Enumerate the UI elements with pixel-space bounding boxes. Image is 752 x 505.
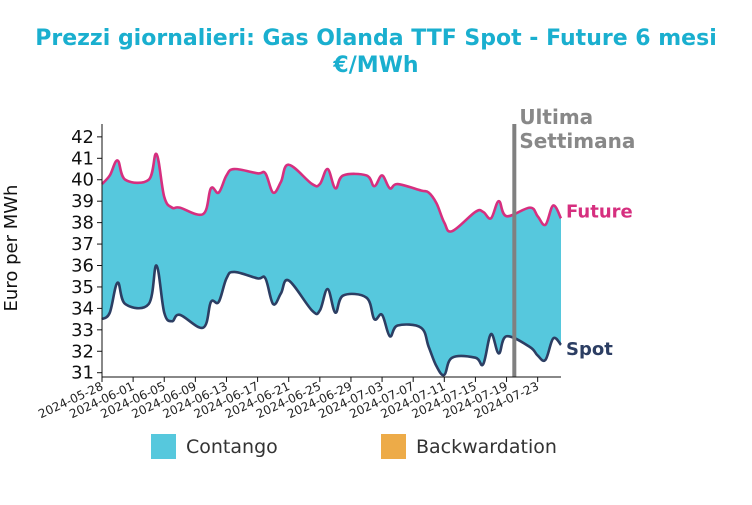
chart-title: Prezzi giornalieri: Gas Olanda TTF Spot … xyxy=(35,26,717,51)
chart-subtitle: €/MWh xyxy=(333,53,419,78)
legend-swatch xyxy=(381,434,406,459)
y-tick-label: 36 xyxy=(71,256,94,277)
spot-end-label: Spot xyxy=(566,339,613,360)
contango-area xyxy=(102,153,561,376)
legend-label: Contango xyxy=(186,436,278,458)
y-tick-label: 39 xyxy=(71,191,94,212)
y-tick-label: 37 xyxy=(71,234,94,255)
future-line xyxy=(101,152,563,233)
y-axis-label: Euro per MWh xyxy=(1,185,22,312)
y-tick-label: 38 xyxy=(71,213,94,234)
spot-line xyxy=(101,264,562,377)
annotation-text: Settimana xyxy=(519,129,635,153)
y-tick-label: 32 xyxy=(71,341,94,362)
y-tick-label: 41 xyxy=(71,148,94,169)
legend: Contango Backwardation xyxy=(151,434,557,459)
y-tick-label: 40 xyxy=(71,170,94,191)
y-tick-label: 35 xyxy=(71,277,94,298)
annotation-text: Ultima xyxy=(519,105,593,129)
legend-label: Backwardation xyxy=(416,436,557,458)
spread-area-group xyxy=(102,153,561,376)
y-tick-label: 34 xyxy=(71,298,94,319)
legend-swatch xyxy=(151,434,176,459)
future-end-label: Future xyxy=(566,201,633,222)
y-tick-label: 31 xyxy=(71,363,94,384)
series-lines-group xyxy=(101,152,563,377)
end-labels-group: Future Spot xyxy=(566,201,633,360)
y-tick-label: 33 xyxy=(71,320,94,341)
y-tick-label: 42 xyxy=(71,127,94,148)
